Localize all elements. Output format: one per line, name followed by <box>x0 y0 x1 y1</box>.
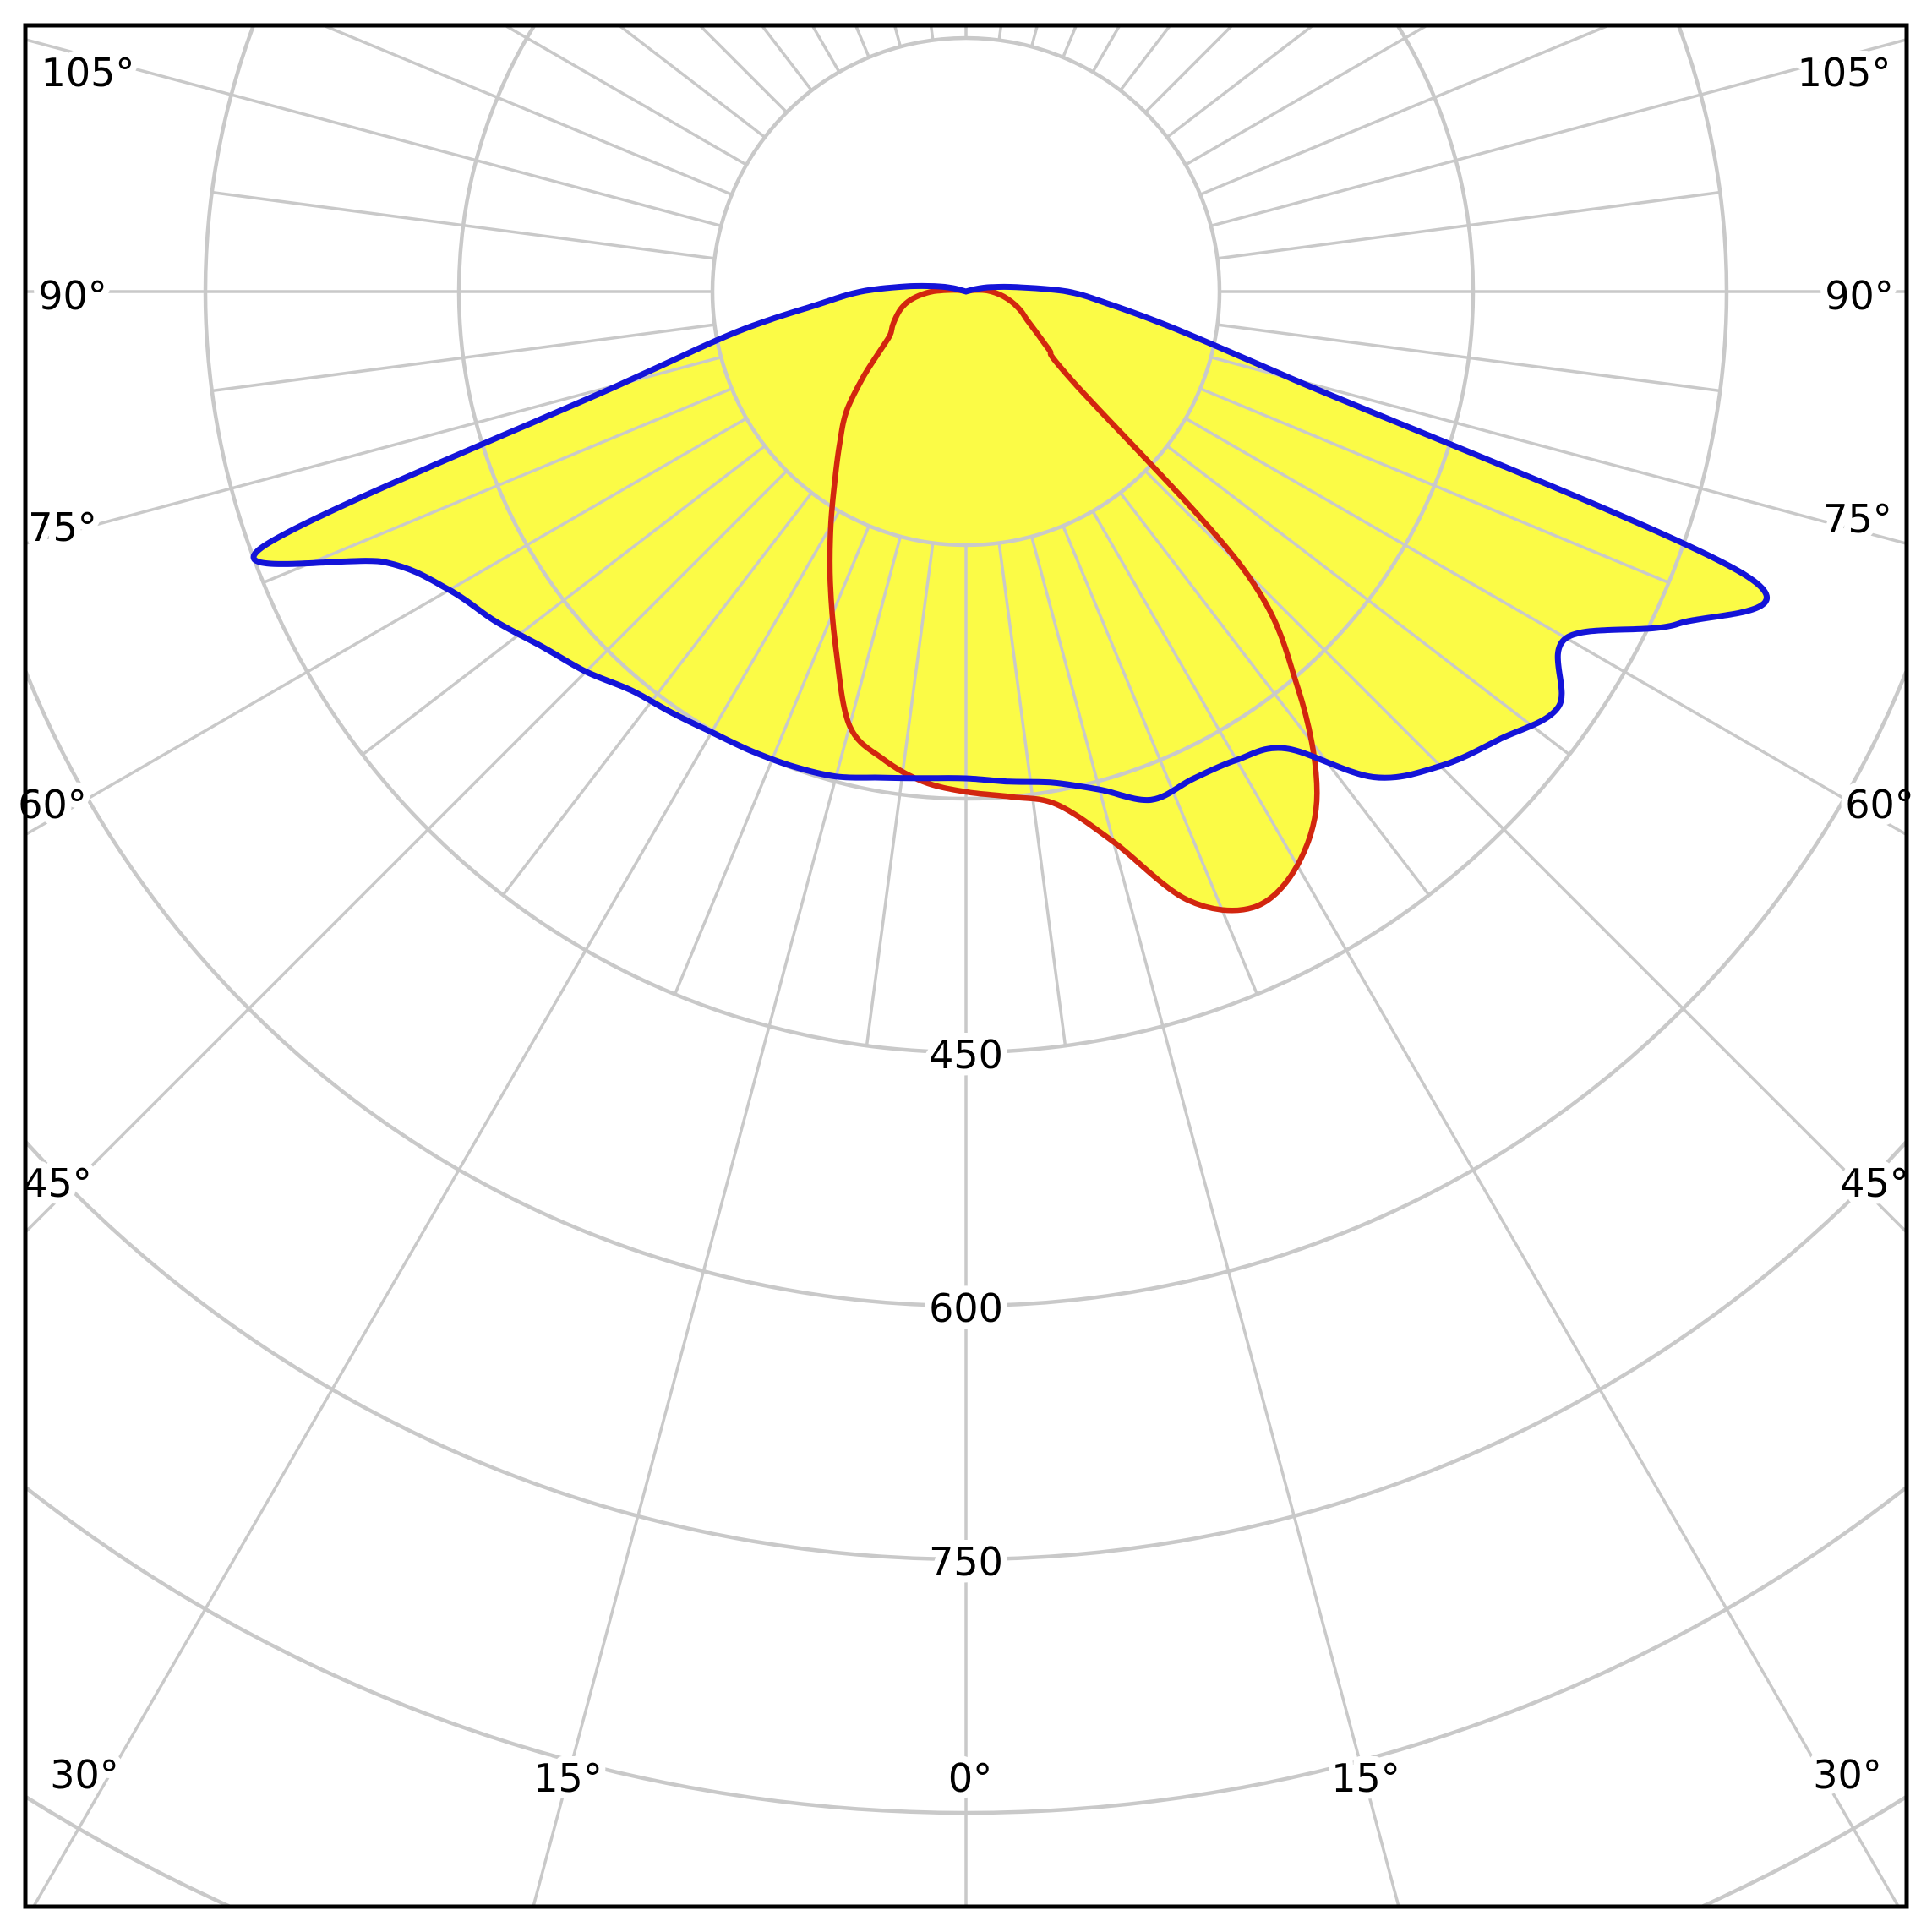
grid-spoke-major <box>31 510 841 1907</box>
grid-spoke-minor <box>1062 525 1259 996</box>
grid-spoke-minor <box>760 25 813 92</box>
grid-spoke-minor <box>1165 25 1316 139</box>
grid-spoke-minor <box>929 25 935 41</box>
grid-spoke-major <box>1210 355 1907 546</box>
plot-frame-border <box>23 23 1909 1909</box>
grid-spoke-minor <box>319 25 733 196</box>
grid-spoke-major <box>1143 469 1907 1235</box>
intensity-curves <box>250 282 1770 914</box>
C0-C180-plane-curve <box>250 282 1770 804</box>
grid-spoke-major <box>1091 510 1901 1907</box>
grid-spoke-minor <box>211 323 715 393</box>
grid-spoke-minor <box>1199 25 1613 196</box>
grid-spoke-minor <box>1165 445 1571 756</box>
angle-label-30deg: 30° <box>50 1752 119 1798</box>
grid-spoke-major <box>25 37 722 228</box>
grid-spoke-major <box>25 469 789 1235</box>
grid-spoke-minor <box>1199 387 1670 585</box>
angle-label-45deg: 45° <box>23 1160 92 1206</box>
grid-spoke-major <box>1184 417 1907 837</box>
radial-label-750: 750 <box>929 1539 1003 1585</box>
angle-label-75deg: 75° <box>1823 496 1892 542</box>
grid-spoke-major <box>1029 536 1400 1907</box>
angle-label-90deg: 90° <box>38 273 107 319</box>
grid-spoke-minor <box>361 445 767 756</box>
C90-C270-plane-curve <box>827 287 1320 914</box>
angle-label-30deg: 30° <box>1813 1752 1882 1798</box>
grid-spoke-minor <box>262 387 733 585</box>
grid-spoke-minor <box>865 543 935 1046</box>
radial-label-450: 450 <box>929 1032 1003 1078</box>
grid-spoke-minor <box>997 25 1003 41</box>
grid-spoke-major <box>25 417 748 837</box>
angle-label-15deg: 15° <box>533 1755 603 1801</box>
angle-label-60deg: 60° <box>18 782 87 827</box>
grid-spoke-minor <box>1119 25 1172 92</box>
grid-spoke-major <box>25 355 722 546</box>
angle-label-75deg: 75° <box>28 505 97 550</box>
angle-label-90deg: 90° <box>1825 273 1894 319</box>
radial-label-600: 600 <box>929 1285 1003 1331</box>
axis-labels: 105° 90° 75° 60° 45° 30° 105° 90° 75° 60° 45° 30° 15… <box>11 43 1921 1808</box>
grid-spoke-major <box>1210 37 1907 228</box>
grid-spoke-minor <box>1119 491 1431 897</box>
angle-label-60deg: 60° <box>1845 782 1914 827</box>
angle-label-45deg: 45° <box>1840 1160 1909 1206</box>
intensity-fill-regions <box>254 286 1767 911</box>
grid-spoke-minor <box>616 25 767 139</box>
grid-spoke-minor <box>211 190 715 260</box>
grid-spoke-minor <box>501 491 813 897</box>
grid-spoke-minor <box>997 543 1067 1046</box>
angle-label-105deg: 105° <box>1798 50 1891 96</box>
grid-spoke-major <box>532 536 903 1907</box>
grid-spoke-minor <box>1217 190 1721 260</box>
grid-spoke-minor <box>1217 323 1721 393</box>
angle-label-15deg: 15° <box>1331 1755 1400 1801</box>
angle-label-0deg: 0° <box>948 1755 992 1801</box>
angle-label-105deg: 105° <box>41 50 135 96</box>
